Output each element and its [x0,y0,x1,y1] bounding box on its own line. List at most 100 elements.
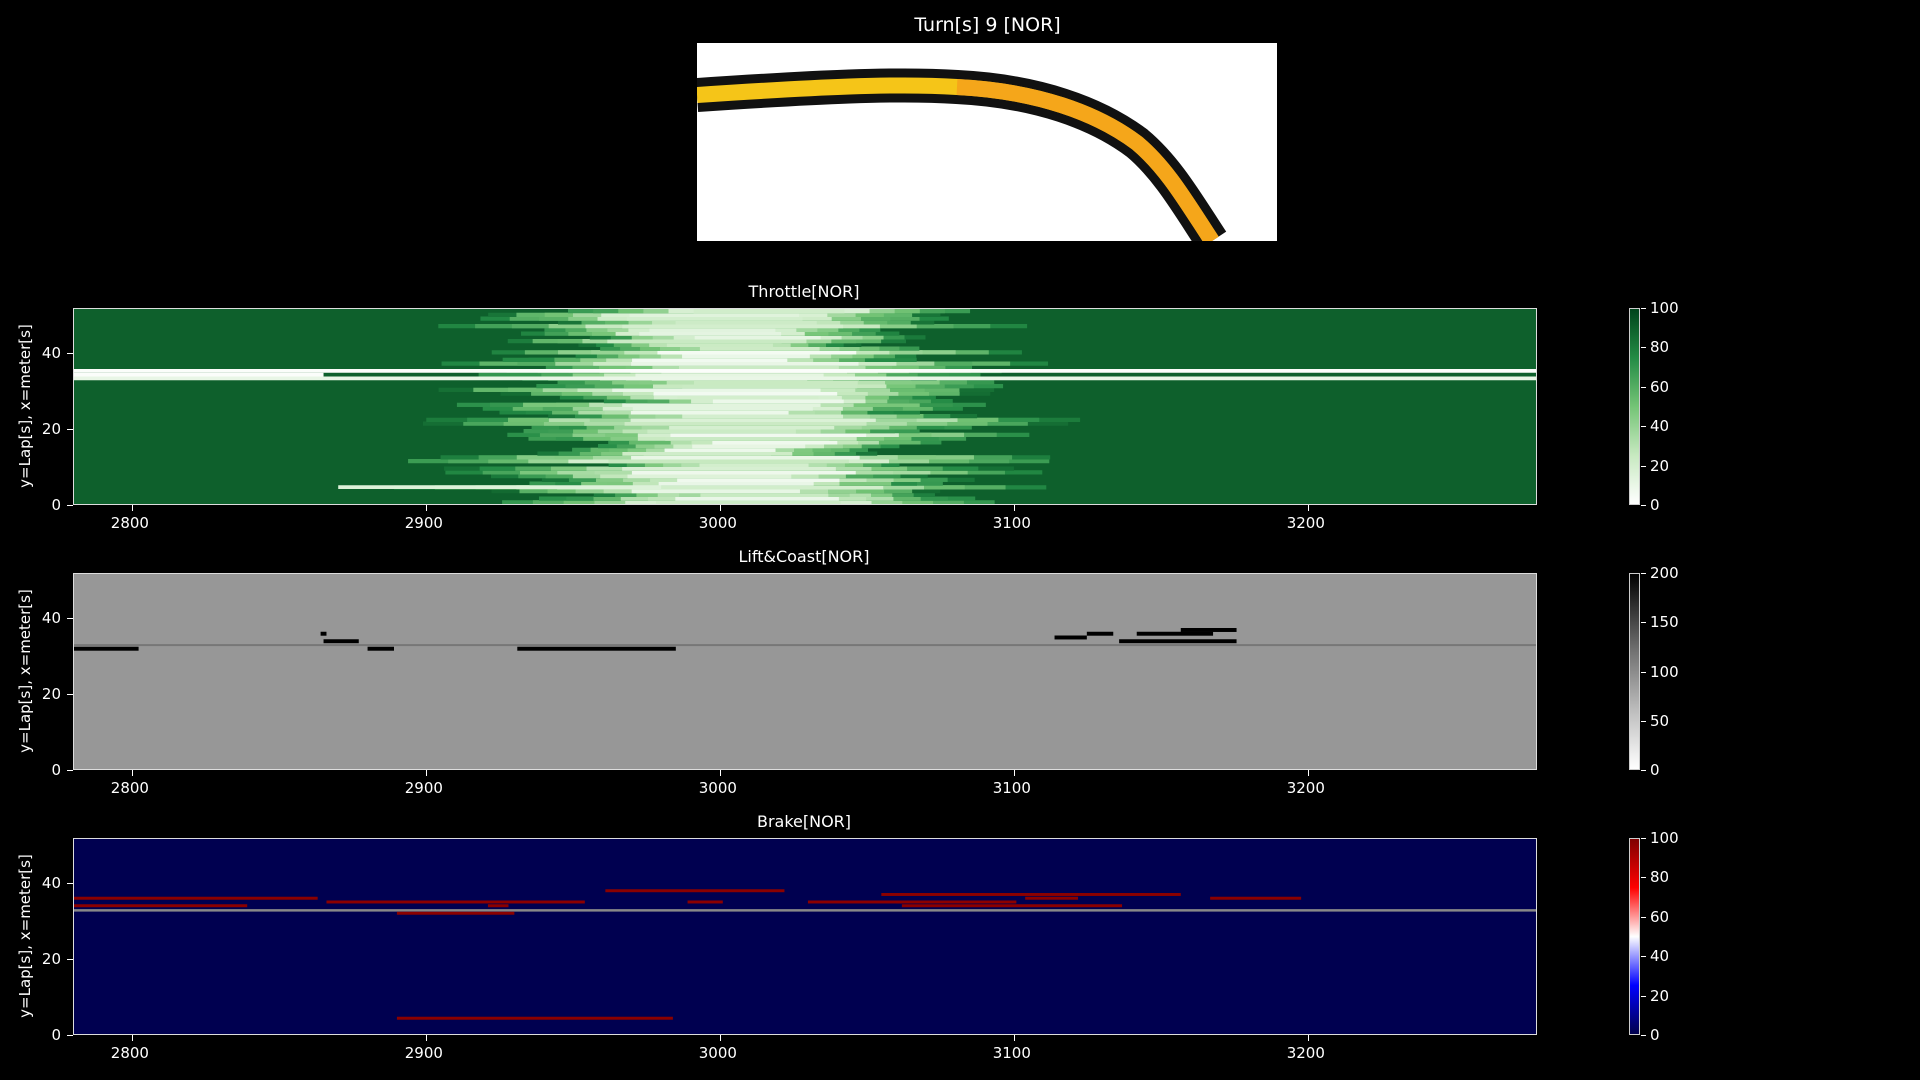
throttle-title: Throttle[NOR] [748,282,860,301]
liftcoast-xtick-label: 2800 [110,779,149,797]
liftcoast-segment [1054,635,1087,640]
throttle-colorbar-label: 0 [1650,496,1660,514]
track-map [697,43,1277,241]
liftcoast-title: Lift&Coast[NOR] [738,547,870,566]
brake-colorbar-label: 80 [1650,868,1670,887]
throttle-xtick-mark [719,505,721,511]
brake-xtick-label: 2900 [404,1044,443,1062]
liftcoast-xtick-mark [1013,770,1015,776]
brake-colorbar-label: 20 [1650,986,1670,1005]
liftcoast-segment [74,646,139,651]
track-map-svg [697,68,1227,241]
brake-ytick-label: 0 [51,1026,61,1044]
brake-segment [396,1016,673,1020]
brake-reference-line [74,909,1536,912]
throttle-colorbar-tick [1641,465,1646,467]
throttle-cell [608,459,849,464]
throttle-colorbar-label: 40 [1650,417,1670,436]
throttle-xtick-mark [425,505,427,511]
brake-segment [74,904,248,908]
liftcoast-xtick-label: 3200 [1286,779,1325,797]
brake-colorbar-tick [1641,956,1646,958]
throttle-xtick-mark [1307,505,1309,511]
throttle-cell [631,470,856,475]
throttle-cell [632,406,813,411]
throttle-cell [694,335,821,340]
throttle-xtick-label: 2800 [110,514,149,532]
throttle-cell [632,357,788,362]
liftcoast-xtick-label: 3100 [992,779,1031,797]
throttle-xtick-label: 3100 [992,514,1031,532]
brake-segment [1210,896,1302,900]
throttle-xtick-label: 3200 [1286,514,1325,532]
throttle-cell [631,361,859,366]
liftcoast-colorbar-label: 50 [1650,711,1670,730]
brake-xtick-mark [1013,1035,1015,1041]
throttle-cell [666,342,773,347]
throttle-ytick-mark [67,429,73,431]
throttle-cell [622,402,821,407]
throttle-xtick-label: 3000 [698,514,737,532]
throttle-xtick-mark [131,505,133,511]
brake-xtick-label: 2800 [110,1044,149,1062]
throttle-ytick-label: 20 [41,420,61,439]
brake-segment [396,911,515,915]
throttle-cell [629,312,800,317]
throttle-cell [612,387,821,392]
throttle-cell [712,440,838,445]
brake-ytick-mark [67,1035,73,1036]
throttle-cell [649,327,776,332]
liftcoast-xtick-mark [719,770,721,776]
liftcoast-segment [367,646,394,651]
liftcoast-ytick-label: 0 [51,761,61,779]
liftcoast-segment [1086,631,1114,636]
liftcoast-colorbar-label: 200 [1650,564,1679,582]
throttle-colorbar-tick [1641,386,1646,388]
throttle-cell [699,346,820,351]
throttle-feature [74,376,1536,381]
throttle-cell [622,466,836,471]
brake-xtick-label: 3200 [1286,1044,1325,1062]
throttle-ytick-mark [67,353,73,355]
throttle-cell [658,481,814,486]
brake-segment [881,893,1181,896]
brake-colorbar-tick [1641,1035,1646,1036]
liftcoast-colorbar-label: 100 [1650,662,1679,681]
liftcoast-ylabel: y=Lap[s], x=meter[s] [16,589,34,753]
liftcoast-xtick-mark [425,770,427,776]
throttle-cell [630,417,876,422]
brake-colorbar [1629,838,1640,1035]
throttle-colorbar-label: 20 [1650,456,1670,475]
liftcoast-segment [320,631,327,636]
liftcoast-colorbar-tick [1641,770,1646,771]
throttle-ytick-mark [67,505,73,506]
brake-segment [687,900,723,904]
throttle-cell [700,492,829,497]
brake-segment [74,896,318,900]
liftcoast-ytick-label: 40 [41,609,61,628]
throttle-cell [624,421,867,426]
throttle-cell [665,436,830,441]
brake-xtick-mark [131,1035,133,1041]
throttle-cell [626,316,803,321]
brake-xtick-mark [719,1035,721,1041]
liftcoast-heatmap [74,574,1536,769]
liftcoast-segment [1119,639,1237,644]
liftcoast-colorbar [1629,573,1640,770]
throttle-cell [630,410,789,415]
liftcoast-ytick-mark [67,770,73,771]
throttle-cell [677,395,819,400]
liftcoast-xtick-mark [131,770,133,776]
throttle-cell [682,414,844,419]
brake-colorbar-label: 0 [1650,1026,1660,1044]
throttle-cell [693,309,845,314]
liftcoast-colorbar-label: 150 [1650,613,1679,632]
throttle-cell [656,500,841,504]
brake-segment [896,900,1017,904]
throttle-cell [631,455,860,460]
throttle-cell [664,447,776,452]
brake-colorbar-tick [1641,877,1646,879]
brake-xtick-mark [425,1035,427,1041]
throttle-xtick-label: 2900 [404,514,443,532]
throttle-ytick-label: 0 [51,496,61,514]
